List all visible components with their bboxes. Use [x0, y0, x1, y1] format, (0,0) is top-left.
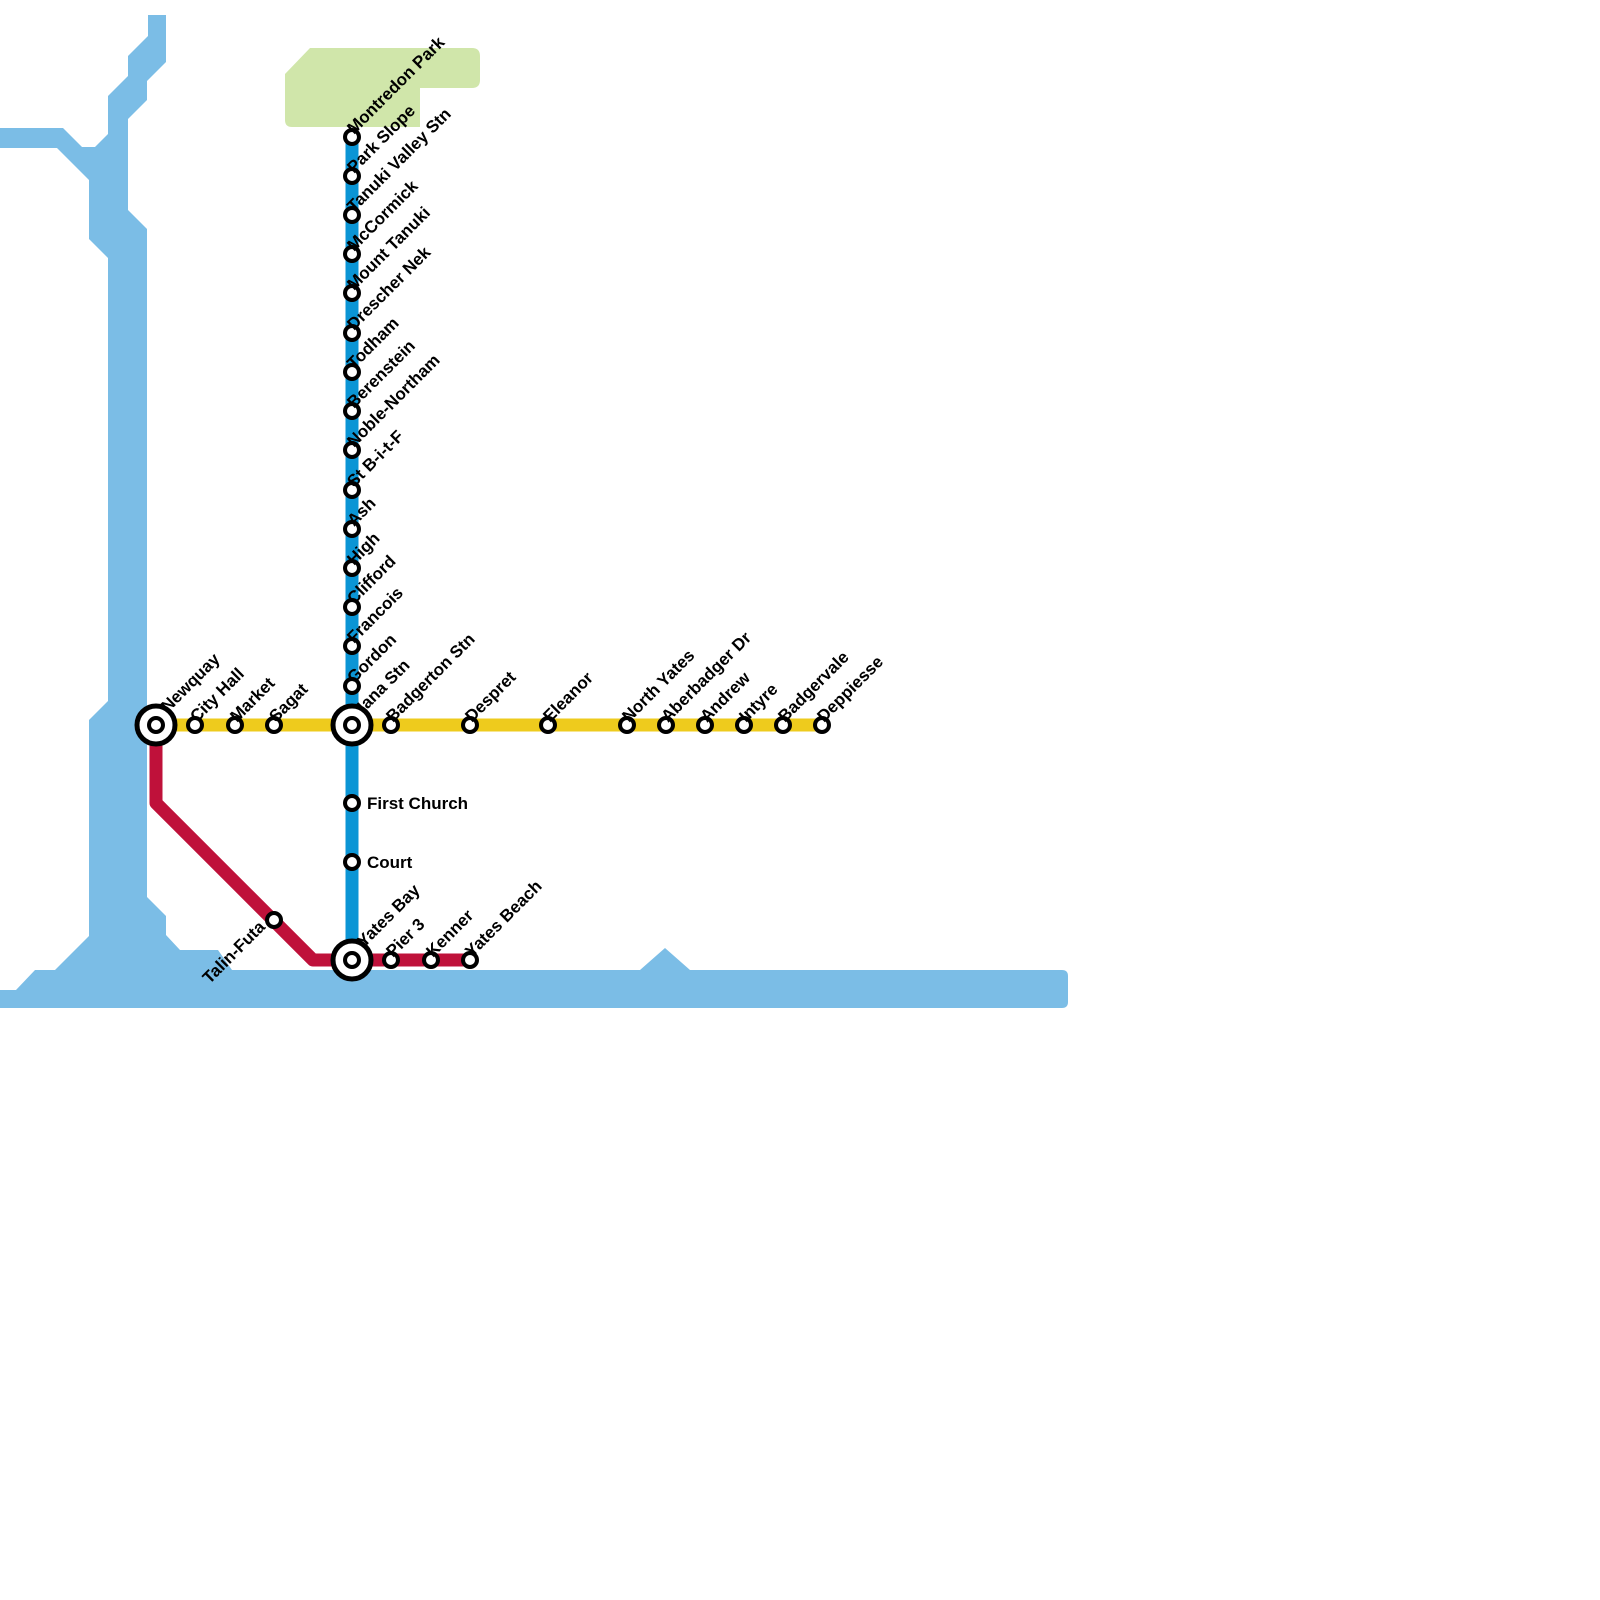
station — [343, 637, 361, 655]
station — [343, 520, 361, 538]
interchange-inner — [147, 716, 165, 734]
station-label: Despret — [461, 667, 519, 725]
station — [461, 716, 479, 734]
river — [0, 15, 1068, 1008]
station — [343, 598, 361, 616]
station — [657, 716, 675, 734]
station — [382, 716, 400, 734]
station — [343, 441, 361, 459]
station — [422, 951, 440, 969]
station — [343, 363, 361, 381]
station — [343, 853, 361, 871]
station — [735, 716, 753, 734]
interchange-inner — [343, 716, 361, 734]
station — [343, 794, 361, 812]
station — [539, 716, 557, 734]
station-label: Eleanor — [539, 668, 597, 726]
park — [285, 48, 480, 127]
station — [382, 951, 400, 969]
station — [343, 324, 361, 342]
station — [813, 716, 831, 734]
station — [618, 716, 636, 734]
lines — [149, 137, 822, 967]
station — [461, 951, 479, 969]
station — [186, 716, 204, 734]
station — [343, 559, 361, 577]
station-label: First Church — [367, 794, 468, 813]
station — [265, 716, 283, 734]
water — [0, 15, 1068, 1008]
station — [343, 284, 361, 302]
station — [696, 716, 714, 734]
station — [343, 677, 361, 695]
station — [343, 206, 361, 224]
station — [343, 481, 361, 499]
station-label: Court — [367, 853, 413, 872]
station — [343, 402, 361, 420]
station — [265, 911, 283, 929]
station — [343, 128, 361, 146]
station — [343, 167, 361, 185]
station — [226, 716, 244, 734]
station — [343, 245, 361, 263]
interchange-inner — [343, 951, 361, 969]
station — [774, 716, 792, 734]
